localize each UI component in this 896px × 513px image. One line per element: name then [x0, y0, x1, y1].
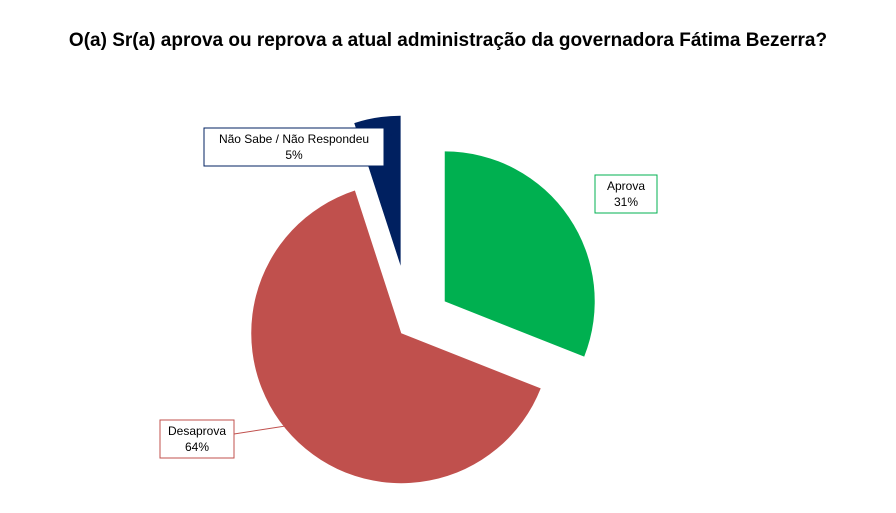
pie-slice-aprova [444, 151, 595, 357]
pie-slice-desaprova [251, 190, 541, 484]
data-label-nao-sabe-nao-respondeu: Não Sabe / Não Respondeu 5% [203, 127, 399, 167]
label-box [159, 419, 235, 459]
chart-title: O(a) Sr(a) aprova ou reprova a atual adm… [68, 30, 828, 51]
label-category: Não Sabe / Não Respondeu [219, 132, 369, 146]
label-value: 64% [185, 440, 209, 454]
label-box [594, 174, 658, 214]
label-category: Desaprova [168, 424, 226, 438]
label-category: Aprova [607, 179, 645, 193]
data-label-desaprova: Desaprova 64% [159, 419, 293, 459]
leader-line [233, 424, 293, 435]
label-value: 5% [285, 148, 303, 162]
label-value: 31% [614, 195, 638, 209]
leader-line [383, 129, 399, 141]
data-label-aprova: Aprova 31% [594, 174, 658, 214]
label-box [203, 127, 385, 167]
